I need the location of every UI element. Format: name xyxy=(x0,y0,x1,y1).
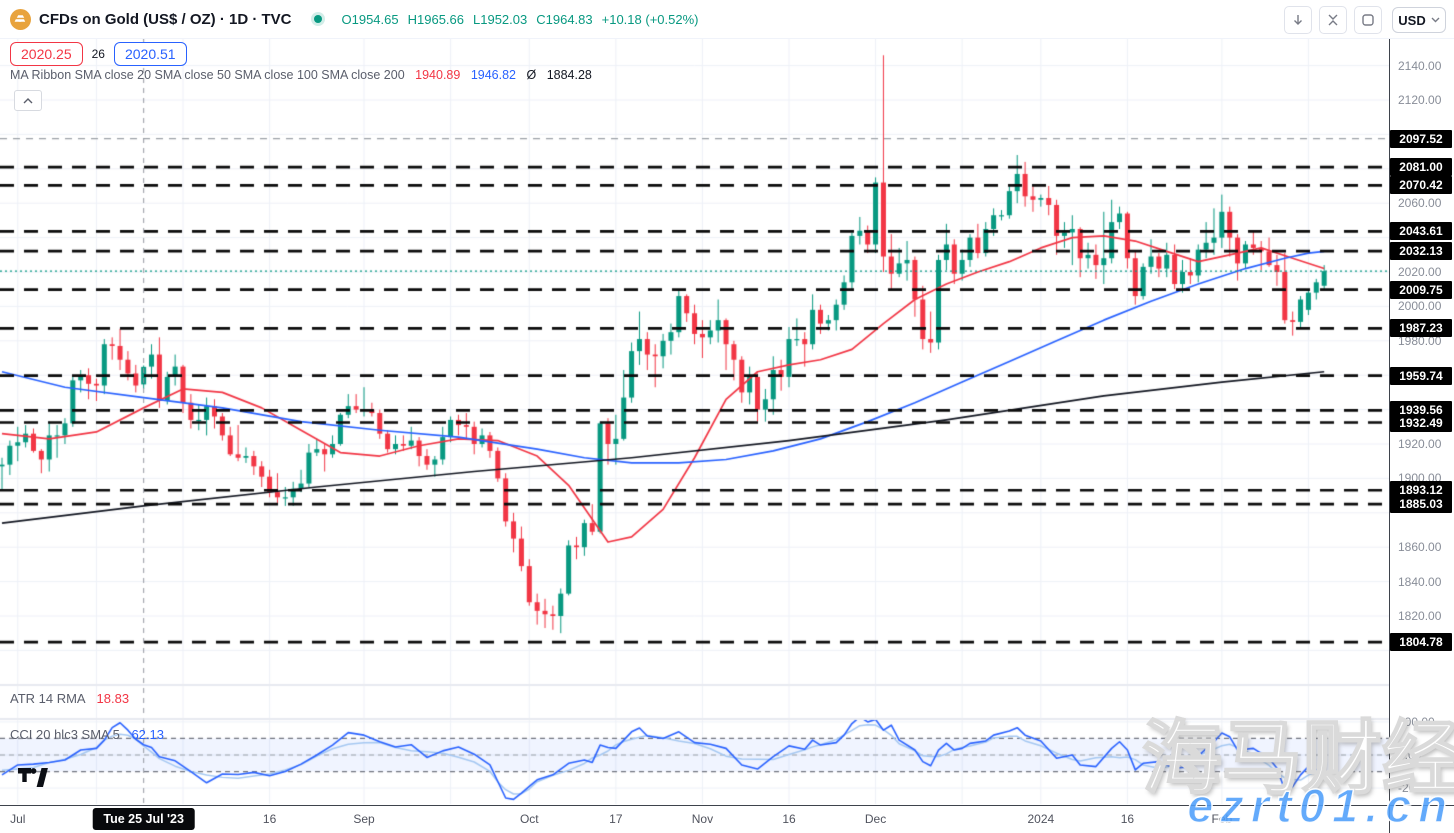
price-level-badge[interactable]: 1987.23 xyxy=(1390,319,1452,338)
price-tick-label: 1860.00 xyxy=(1398,540,1442,555)
time-tick-label: 16 xyxy=(1120,812,1135,826)
price-tick-label: 1920.00 xyxy=(1398,437,1442,451)
ma-ribbon-label: MA Ribbon SMA close 20 SMA close 50 SMA … xyxy=(10,68,405,82)
time-tick-label: Oct xyxy=(519,812,539,826)
top-toolbar: CFDs on Gold (US$ / OZ) · 1D · TVC O1954… xyxy=(0,0,1454,39)
chevron-down-icon xyxy=(1431,17,1440,23)
atr-legend[interactable]: ATR 14 RMA 18.83 xyxy=(10,691,129,706)
price-tick-label: 1840.00 xyxy=(1398,574,1442,589)
price-level-badge[interactable]: 1885.03 xyxy=(1390,495,1452,514)
change-value: +10.18 (+0.52%) xyxy=(601,11,699,27)
collapse-icon xyxy=(1328,14,1338,26)
low-value: L1952.03 xyxy=(473,11,528,27)
time-axis[interactable]: Tue 25 Jul '23 JulAug16SepOct17Nov16Dec2… xyxy=(0,805,1454,833)
currency-label: USD xyxy=(1398,12,1426,28)
buy-button[interactable]: 2020.51 xyxy=(113,42,187,66)
order-panel: 2020.25 26 2020.51 xyxy=(10,42,187,66)
crosshair-date-tooltip: Tue 25 Jul '23 xyxy=(92,808,195,830)
price-level-badge[interactable]: 2043.61 xyxy=(1390,222,1452,241)
price-level-badge[interactable]: 2097.52 xyxy=(1390,129,1452,148)
time-tick-label: 17 xyxy=(609,812,623,826)
atr-value: 18.83 xyxy=(96,691,130,706)
tradingview-logo[interactable] xyxy=(18,768,48,792)
maximize-pane-button[interactable] xyxy=(1354,6,1382,34)
close-value: C1964.83 xyxy=(536,11,593,27)
price-tick-label: 2140.00 xyxy=(1398,58,1442,73)
time-tick-label: Nov xyxy=(691,812,714,826)
atr-label: ATR 14 RMA xyxy=(10,691,85,706)
time-tick-label: Sep xyxy=(353,812,375,826)
time-tick-label: Jul xyxy=(10,812,26,826)
move-pane-down-button[interactable] xyxy=(1284,6,1312,34)
price-level-badge[interactable]: 2009.75 xyxy=(1390,280,1452,299)
cci-tick-label: -200.00 xyxy=(1398,781,1439,796)
time-tick-label: Feb xyxy=(1211,812,1233,826)
sell-button[interactable]: 2020.25 xyxy=(10,42,83,66)
price-tick-label: 2020.00 xyxy=(1398,265,1442,279)
price-level-badge[interactable]: 2032.13 xyxy=(1390,242,1452,261)
cci-legend[interactable]: CCI 20 hlc3 SMA 5 62.13 xyxy=(10,727,164,742)
sma100-value: Ø xyxy=(526,68,537,82)
price-level-badge[interactable]: 1959.74 xyxy=(1390,366,1452,385)
price-level-badge[interactable]: 1932.49 xyxy=(1390,413,1452,432)
symbol-title[interactable]: CFDs on Gold (US$ / OZ) · 1D · TVC xyxy=(39,10,292,28)
price-level-badge[interactable]: 1893.12 xyxy=(1390,481,1452,500)
pane-controls xyxy=(1284,6,1382,34)
ma-ribbon-legend[interactable]: MA Ribbon SMA close 20 SMA close 50 SMA … xyxy=(10,68,592,82)
cci-tick-label: 200.00 xyxy=(1398,714,1435,729)
time-tick-label: Dec xyxy=(864,812,887,826)
market-status-dot[interactable] xyxy=(313,15,322,23)
open-value: O1954.65 xyxy=(341,11,399,27)
price-axis[interactable]: 2140.00 2120.00 2060.00 2020.00 2000.00 1980.… xyxy=(1389,0,1454,805)
cci-value: 62.13 xyxy=(131,727,164,742)
collapse-legend-button[interactable] xyxy=(14,90,42,111)
price-level-badge[interactable]: 2081.00 xyxy=(1390,158,1452,177)
spread-label: 26 xyxy=(91,47,105,61)
cci-tick-label: 0.00 xyxy=(1398,748,1422,762)
maximize-icon xyxy=(1362,14,1374,26)
chevron-up-icon xyxy=(23,97,33,103)
price-level-badge[interactable]: 2070.42 xyxy=(1390,176,1452,195)
collapse-pane-button[interactable] xyxy=(1319,6,1347,34)
time-tick-label: 16 xyxy=(262,812,277,826)
ohlc-values: O1954.65 H1965.66 L1952.03 C1964.83 +10.18 (… xyxy=(342,12,708,27)
price-tick-label: 2060.00 xyxy=(1398,196,1442,211)
price-tick-label: 1820.00 xyxy=(1398,609,1442,623)
sma200-value: 1884.28 xyxy=(546,68,592,82)
sma20-value: 1940.89 xyxy=(415,68,461,82)
high-value: H1965.66 xyxy=(407,11,464,27)
currency-dropdown[interactable]: USD xyxy=(1392,7,1446,33)
arrow-down-icon xyxy=(1294,15,1302,25)
sma50-value: 1946.82 xyxy=(470,68,516,82)
price-tick-label: 2000.00 xyxy=(1398,299,1442,314)
time-tick-label: 2024 xyxy=(1027,812,1055,826)
price-level-badge[interactable]: 1804.78 xyxy=(1390,633,1452,652)
price-axis-border xyxy=(1389,0,1390,833)
price-tick-label: 1980.00 xyxy=(1398,333,1442,348)
price-tick-label: 2120.00 xyxy=(1398,93,1442,107)
time-tick-label: 16 xyxy=(782,812,796,826)
gold-symbol-icon[interactable] xyxy=(10,8,31,30)
cci-label: CCI 20 hlc3 SMA 5 xyxy=(10,727,120,742)
